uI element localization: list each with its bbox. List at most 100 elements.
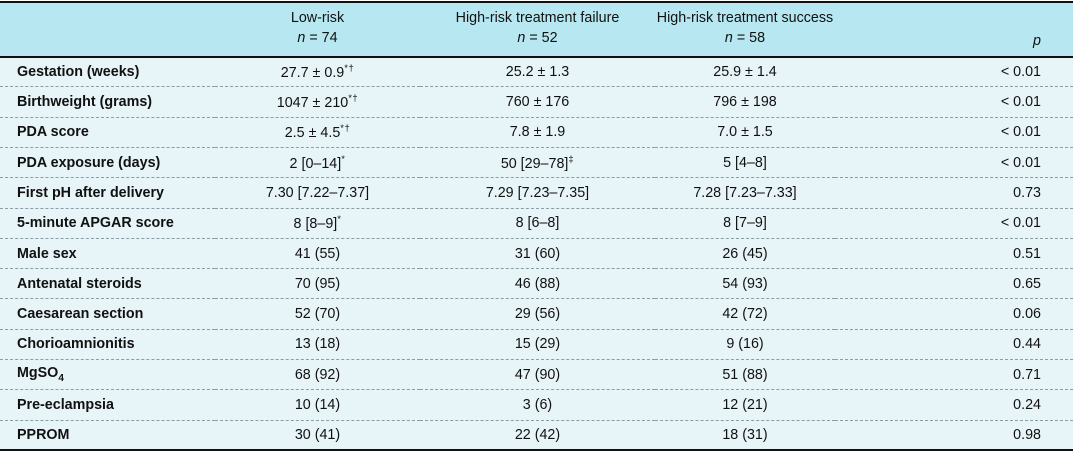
- cell-high-risk-success: 7.28 [7.23–7.33]: [655, 177, 835, 209]
- cell-high-risk-success: 42 (72): [655, 298, 835, 330]
- n-value: = 58: [732, 30, 766, 47]
- significance-marker: ‡: [568, 153, 575, 165]
- cell-high-risk-success: 7.0 ± 1.5: [655, 116, 835, 148]
- cell-high-risk-failure: 8 [6–8]: [420, 207, 655, 239]
- cell-high-risk-success: 796 ± 198: [655, 86, 835, 118]
- row-label: PDA score: [0, 116, 215, 148]
- cell-low-risk: 13 (18): [215, 328, 420, 360]
- col-header-n: n = 52: [420, 28, 655, 48]
- cell-high-risk-success: 12 (21): [655, 389, 835, 421]
- n-symbol: n: [297, 30, 306, 47]
- table-row: Pre-eclampsia 10 (14) 3 (6) 12 (21) 0.24: [0, 389, 1073, 421]
- n-symbol: n: [724, 30, 733, 47]
- cell-low-risk: 70 (95): [215, 268, 420, 299]
- significance-marker: *: [337, 214, 342, 226]
- table-header: Low-risk n = 74 High-risk treatment fail…: [0, 1, 1073, 58]
- cell-high-risk-success: 54 (93): [655, 268, 835, 299]
- table-row: PPROM 30 (41) 22 (42) 18 (31) 0.98: [0, 419, 1073, 451]
- row-label: MgSO4: [0, 359, 215, 390]
- table-row: 5-minute APGAR score 8 [8–9]* 8 [6–8] 8 …: [0, 207, 1073, 239]
- significance-marker: *†: [344, 63, 355, 75]
- table-row: Gestation (weeks) 27.7 ± 0.9*† 25.2 ± 1.…: [0, 57, 1073, 87]
- cell-p-value: < 0.01: [835, 207, 1073, 239]
- cell-high-risk-failure: 3 (6): [420, 389, 655, 421]
- cell-high-risk-failure: 7.8 ± 1.9: [420, 116, 655, 148]
- label-subscript: 4: [58, 373, 64, 385]
- corner-header-empty: [0, 1, 215, 58]
- col-header-n: n = 58: [655, 28, 835, 48]
- cell-low-risk: 41 (55): [215, 237, 420, 269]
- col-header-label: High-risk treatment failure: [455, 10, 620, 26]
- table-row: Birthweight (grams) 1047 ± 210*† 760 ± 1…: [0, 86, 1073, 118]
- cell-p-value: 0.71: [835, 359, 1073, 390]
- cell-low-risk: 8 [8–9]*: [215, 207, 420, 239]
- cell-high-risk-success: 18 (31): [655, 419, 835, 451]
- cell-high-risk-failure: 29 (56): [420, 298, 655, 330]
- cell-low-risk: 7.30 [7.22–7.37]: [215, 177, 420, 209]
- table-row: Antenatal steroids 70 (95) 46 (88) 54 (9…: [0, 268, 1073, 299]
- cell-high-risk-failure: 25.2 ± 1.3: [505, 63, 570, 80]
- significance-marker: *†: [340, 123, 351, 135]
- cell-low-risk: 52 (70): [215, 298, 420, 330]
- table-row: PDA exposure (days) 2 [0–14]* 50 [29–78]…: [0, 146, 1073, 178]
- cell-p-value: 0.44: [835, 328, 1073, 360]
- significance-marker: *: [341, 153, 346, 165]
- row-label: 5-minute APGAR score: [0, 207, 215, 239]
- cell-low-risk: 1047 ± 210*†: [215, 86, 420, 118]
- cell-p-value: 0.51: [835, 237, 1073, 269]
- col-header-n: n = 74: [215, 28, 420, 48]
- cell-high-risk-success: 5 [4–8]: [655, 146, 835, 178]
- cell-p-value: 0.24: [835, 389, 1073, 421]
- cell-p-value: 0.73: [835, 177, 1073, 209]
- cell-low-risk: 2 [0–14]*: [215, 146, 420, 178]
- row-label: Chorioamnionitis: [0, 328, 215, 360]
- cell-high-risk-failure: 47 (90): [420, 359, 655, 390]
- cell-high-risk-failure: 7.29 [7.23–7.35]: [420, 177, 655, 209]
- n-value: = 74: [305, 30, 338, 47]
- cell-p-value: 0.06: [835, 298, 1073, 330]
- cell-high-risk-failure: 22 (42): [420, 419, 655, 451]
- cell-high-risk-failure: 31 (60): [420, 237, 655, 269]
- row-label: Birthweight (grams): [0, 86, 215, 118]
- row-label: First pH after delivery: [0, 177, 215, 209]
- row-label: Antenatal steroids: [0, 268, 215, 299]
- row-label: Gestation (weeks): [17, 63, 140, 80]
- cell-high-risk-success: 26 (45): [655, 237, 835, 269]
- cell-high-risk-success: 51 (88): [655, 359, 835, 390]
- row-label: PPROM: [0, 419, 215, 451]
- cell-p-value: 0.98: [835, 419, 1073, 451]
- p-symbol: p: [1033, 32, 1041, 49]
- cell-p-value: < 0.01: [835, 146, 1073, 178]
- n-value: = 52: [525, 30, 558, 47]
- cell-low-risk: 2.5 ± 4.5*†: [215, 116, 420, 148]
- cell-p-value: < 0.01: [1000, 63, 1041, 80]
- col-header-high-risk-success: High-risk treatment success n = 58: [655, 1, 835, 58]
- n-symbol: n: [517, 30, 526, 47]
- cell-high-risk-success: 8 [7–9]: [655, 207, 835, 239]
- table-row: MgSO4 68 (92) 47 (90) 51 (88) 0.71: [0, 359, 1073, 390]
- table-row: First pH after delivery 7.30 [7.22–7.37]…: [0, 177, 1073, 209]
- row-label: Male sex: [0, 237, 215, 269]
- row-label: PDA exposure (days): [0, 146, 215, 178]
- col-header-label: High-risk treatment success: [656, 10, 834, 26]
- table-row: Caesarean section 52 (70) 29 (56) 42 (72…: [0, 298, 1073, 330]
- cell-p-value: < 0.01: [835, 116, 1073, 148]
- table-body: Gestation (weeks) 27.7 ± 0.9*† 25.2 ± 1.…: [0, 56, 1073, 451]
- cell-high-risk-success: 25.9 ± 1.4: [713, 63, 777, 80]
- cell-high-risk-success: 9 (16): [655, 328, 835, 360]
- cell-high-risk-failure: 760 ± 176: [420, 86, 655, 118]
- col-header-low-risk: Low-risk n = 74: [215, 1, 420, 58]
- col-header-high-risk-failure: High-risk treatment failure n = 52: [420, 1, 655, 58]
- table-row: Chorioamnionitis 13 (18) 15 (29) 9 (16) …: [0, 328, 1073, 360]
- cell-low-risk: 27.7 ± 0.9*†: [280, 63, 355, 81]
- table-row: PDA score 2.5 ± 4.5*† 7.8 ± 1.9 7.0 ± 1.…: [0, 116, 1073, 148]
- cell-high-risk-failure: 50 [29–78]‡: [420, 146, 655, 178]
- row-label: Pre-eclampsia: [0, 389, 215, 421]
- col-header-p: p: [835, 1, 1073, 58]
- cell-low-risk: 68 (92): [215, 359, 420, 390]
- cell-high-risk-failure: 46 (88): [420, 268, 655, 299]
- row-label: Caesarean section: [0, 298, 215, 330]
- cell-high-risk-failure: 15 (29): [420, 328, 655, 360]
